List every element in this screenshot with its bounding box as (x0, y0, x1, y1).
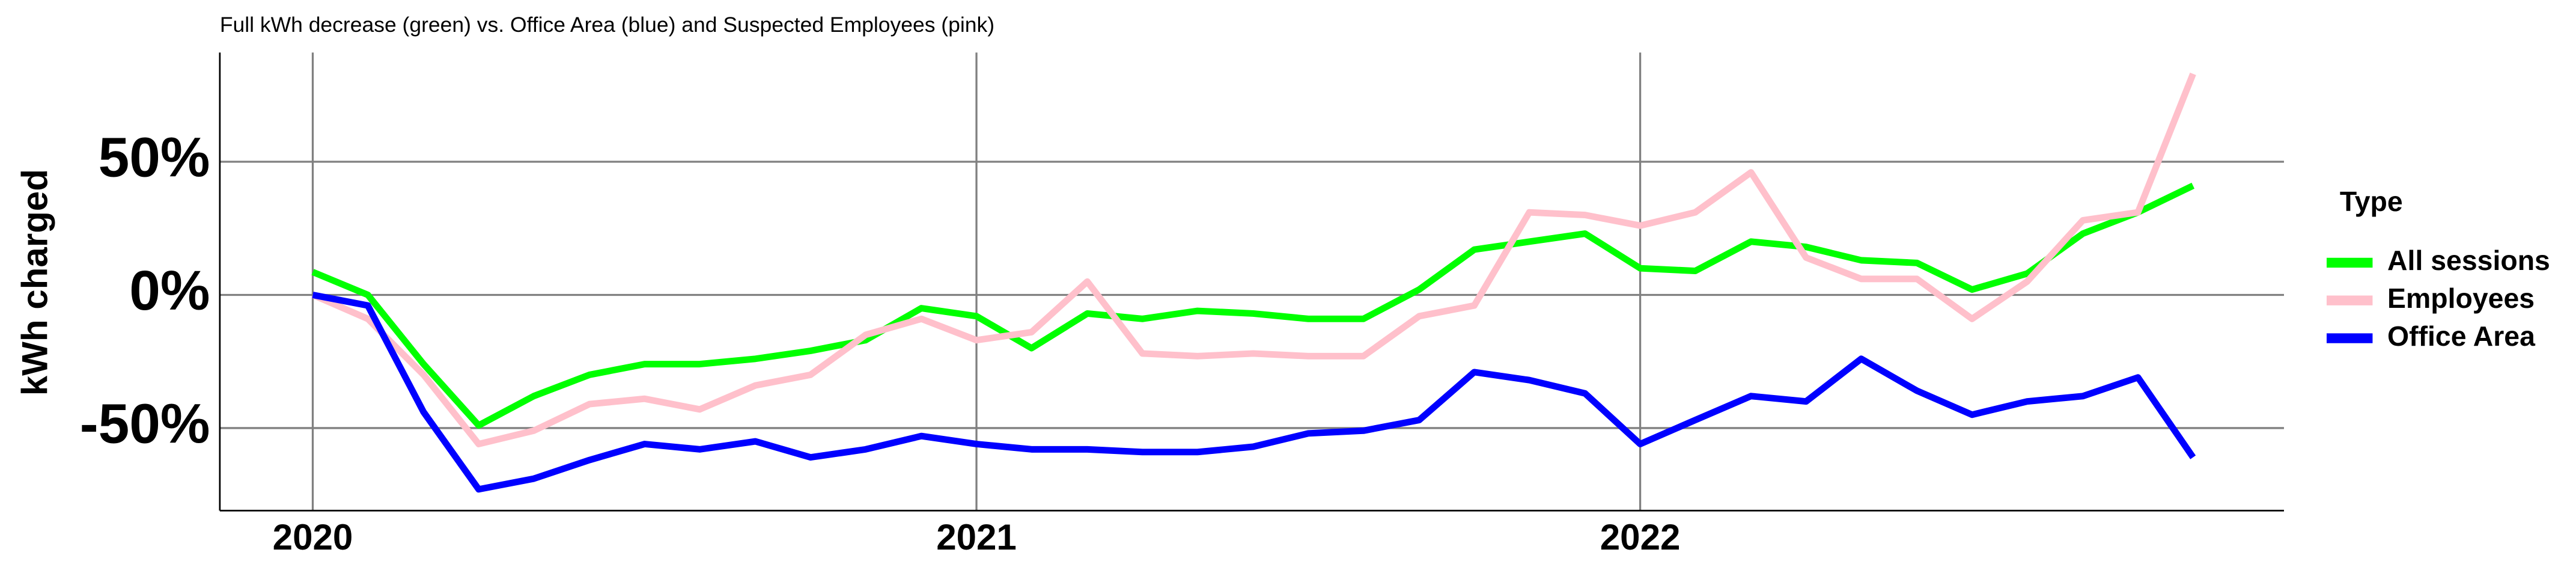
legend-label: Employees (2387, 283, 2535, 314)
series-line (312, 292, 2196, 493)
x-tick-label: 2020 (273, 517, 353, 557)
y-tick-label: 0% (129, 259, 210, 322)
y-tick-label: 50% (99, 126, 210, 189)
y-axis-label: kWh charged (15, 169, 55, 396)
legend-label: All sessions (2387, 245, 2550, 276)
x-tick-label: 2021 (936, 517, 1017, 557)
series-line (311, 72, 2196, 447)
legend-label: Office Area (2387, 320, 2536, 352)
y-tick-label: -50% (80, 392, 210, 455)
chart-title: Full kWh decrease (green) vs. Office Are… (220, 13, 994, 37)
legend-title: Type (2340, 186, 2403, 217)
x-tick-label: 2022 (1600, 517, 1681, 557)
series-line (311, 182, 2195, 429)
